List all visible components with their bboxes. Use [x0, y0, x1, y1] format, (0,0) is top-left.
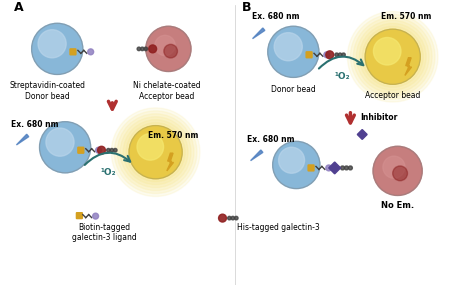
Text: Acceptor bead: Acceptor bead: [365, 91, 420, 100]
FancyBboxPatch shape: [70, 49, 76, 55]
Circle shape: [393, 166, 408, 181]
Circle shape: [92, 213, 99, 219]
Circle shape: [219, 214, 227, 222]
Circle shape: [374, 37, 401, 65]
Circle shape: [114, 111, 197, 194]
Polygon shape: [329, 162, 341, 174]
Circle shape: [137, 47, 141, 51]
Text: Ex. 680 nm: Ex. 680 nm: [11, 120, 58, 129]
Circle shape: [279, 147, 305, 173]
Text: Inhibitor: Inhibitor: [360, 113, 398, 122]
Circle shape: [347, 11, 438, 102]
Circle shape: [98, 146, 105, 154]
Circle shape: [88, 49, 94, 55]
Polygon shape: [405, 58, 411, 76]
Circle shape: [149, 45, 156, 53]
Circle shape: [356, 20, 429, 93]
Circle shape: [120, 117, 191, 188]
Text: ¹O₂: ¹O₂: [100, 168, 116, 177]
Circle shape: [383, 156, 405, 178]
Circle shape: [373, 146, 422, 196]
Circle shape: [141, 47, 144, 51]
Circle shape: [353, 17, 432, 96]
FancyBboxPatch shape: [308, 165, 314, 171]
Circle shape: [326, 51, 334, 59]
Circle shape: [335, 53, 338, 56]
Text: No Em.: No Em.: [381, 201, 414, 210]
Circle shape: [113, 148, 117, 152]
Circle shape: [111, 108, 200, 196]
Circle shape: [231, 216, 235, 220]
Circle shape: [274, 33, 302, 61]
Text: Biotin-tagged
galectin-3 ligand: Biotin-tagged galectin-3 ligand: [72, 223, 137, 243]
Circle shape: [164, 44, 177, 58]
Text: Streptavidin-coated
Donor bead: Streptavidin-coated Donor bead: [9, 81, 85, 101]
Circle shape: [144, 47, 147, 51]
Circle shape: [326, 165, 332, 171]
Circle shape: [123, 120, 188, 185]
Circle shape: [117, 114, 194, 191]
Polygon shape: [167, 153, 173, 171]
FancyBboxPatch shape: [306, 52, 312, 58]
Circle shape: [110, 148, 114, 152]
Circle shape: [46, 128, 74, 156]
Circle shape: [350, 15, 435, 99]
Polygon shape: [251, 150, 263, 161]
Circle shape: [365, 29, 420, 84]
Text: A: A: [14, 1, 24, 15]
Text: Donor bead: Donor bead: [271, 85, 316, 94]
Polygon shape: [17, 134, 29, 145]
Circle shape: [39, 122, 91, 173]
Circle shape: [228, 216, 231, 220]
Circle shape: [338, 53, 342, 56]
Circle shape: [345, 166, 348, 170]
Text: Em. 570 nm: Em. 570 nm: [381, 13, 431, 21]
Circle shape: [137, 134, 164, 160]
Circle shape: [273, 141, 320, 189]
Circle shape: [362, 26, 423, 87]
Circle shape: [341, 166, 345, 170]
Text: Em. 570 nm: Em. 570 nm: [147, 131, 198, 140]
Text: ¹O₂: ¹O₂: [335, 72, 350, 81]
Circle shape: [32, 23, 83, 74]
FancyBboxPatch shape: [76, 213, 82, 219]
Circle shape: [268, 26, 319, 78]
Circle shape: [146, 26, 191, 72]
Text: Ex. 680 nm: Ex. 680 nm: [247, 135, 295, 144]
Circle shape: [235, 216, 238, 220]
Circle shape: [38, 30, 66, 58]
Text: B: B: [242, 1, 252, 15]
Circle shape: [342, 53, 345, 56]
Polygon shape: [253, 28, 265, 39]
Polygon shape: [357, 130, 367, 139]
Text: His-tagged galectin-3: His-tagged galectin-3: [237, 223, 320, 232]
Circle shape: [107, 148, 110, 152]
Circle shape: [359, 23, 426, 90]
FancyBboxPatch shape: [78, 147, 84, 153]
Text: Ni chelate-coated
Acceptor bead: Ni chelate-coated Acceptor bead: [133, 81, 200, 101]
Circle shape: [126, 123, 185, 182]
Circle shape: [155, 35, 175, 56]
Text: Ex. 680 nm: Ex. 680 nm: [252, 13, 300, 21]
Circle shape: [324, 52, 330, 58]
Circle shape: [96, 147, 101, 153]
Circle shape: [129, 126, 182, 179]
Circle shape: [348, 166, 352, 170]
